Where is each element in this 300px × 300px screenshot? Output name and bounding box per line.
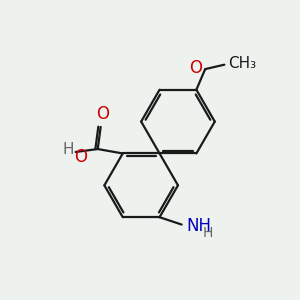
Text: H: H	[202, 226, 213, 239]
Text: NH: NH	[186, 217, 211, 235]
Text: CH₃: CH₃	[228, 56, 256, 71]
Text: O: O	[96, 104, 109, 122]
Text: O: O	[189, 58, 202, 76]
Text: O: O	[74, 148, 88, 166]
Text: H: H	[63, 142, 74, 158]
